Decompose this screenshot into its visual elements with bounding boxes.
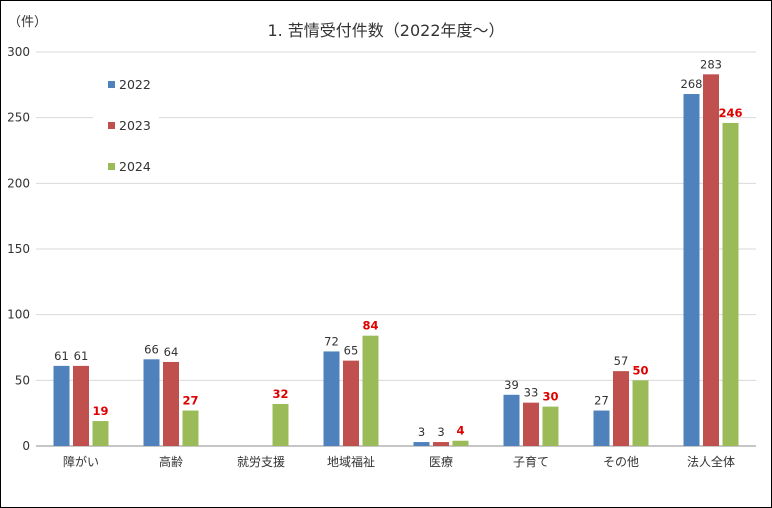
bar-2023 — [523, 402, 539, 446]
bar-2024 — [632, 380, 649, 446]
legend-label-2023: 2023 — [119, 118, 151, 133]
legend-swatch-2024 — [108, 163, 115, 170]
x-category-label: 法人全体 — [687, 454, 735, 469]
bar-2024 — [182, 410, 199, 446]
data-label-2022: 72 — [324, 334, 339, 348]
bar-2023 — [613, 371, 629, 446]
x-category-label: 地域福祉 — [327, 454, 375, 469]
x-category-label: 就労支援 — [237, 455, 285, 469]
bar-2023 — [703, 74, 719, 447]
legend-label-2022: 2022 — [119, 77, 151, 92]
data-label-2023: 61 — [74, 349, 89, 363]
bar-2023 — [73, 365, 89, 446]
bar-2022 — [503, 394, 520, 446]
x-category-label: 高齢 — [159, 454, 183, 469]
x-category-label: その他 — [603, 455, 639, 469]
chart-title: 1. 苦情受付件数（2022年度～） — [267, 21, 504, 40]
x-category-label: 障がい — [63, 454, 99, 469]
bar-2022 — [593, 410, 610, 446]
bar-2022 — [683, 94, 700, 446]
bar-2024 — [722, 122, 739, 447]
bar-2024 — [542, 406, 559, 446]
y-tick-label-150: 150 — [7, 242, 30, 256]
legend-label-2024: 2024 — [119, 159, 151, 174]
bar-2023 — [163, 361, 179, 446]
data-label-2023: 57 — [614, 354, 629, 368]
data-label-2024: 84 — [362, 319, 378, 333]
data-label-2023: 33 — [524, 386, 539, 400]
bar-2022 — [143, 359, 160, 446]
data-label-2024: 32 — [272, 387, 288, 401]
legend-box — [93, 68, 159, 182]
bar-2022 — [413, 442, 430, 446]
data-label-2022: 66 — [144, 342, 159, 356]
y-tick-label-0: 0 — [22, 439, 30, 453]
data-label-2023: 283 — [700, 57, 722, 71]
legend-swatch-2023 — [108, 122, 115, 129]
data-label-2024: 27 — [182, 394, 198, 408]
data-label-2023: 64 — [164, 345, 179, 359]
y-tick-label-50: 50 — [15, 373, 30, 387]
data-label-2022: 3 — [418, 425, 425, 439]
data-label-2022: 61 — [54, 349, 69, 363]
data-label-2022: 27 — [594, 394, 609, 408]
data-label-2022: 268 — [681, 77, 703, 91]
bar-2024 — [92, 421, 109, 446]
bar-2024 — [362, 335, 379, 446]
legend-swatch-2022 — [108, 81, 115, 88]
data-label-2023: 65 — [344, 344, 359, 358]
data-label-2024: 19 — [92, 404, 108, 418]
x-category-label: 医療 — [429, 455, 453, 469]
data-label-2024: 30 — [542, 390, 558, 404]
data-label-2023: 3 — [437, 425, 444, 439]
data-label-2024: 4 — [456, 424, 464, 438]
y-tick-label-300: 300 — [7, 45, 30, 59]
y-axis-unit-label: （件） — [8, 15, 47, 30]
y-tick-label-200: 200 — [7, 176, 30, 190]
bar-2022 — [323, 351, 340, 446]
bar-2024 — [272, 403, 289, 446]
data-label-2024: 246 — [718, 106, 742, 120]
x-category-label: 子育て — [513, 454, 549, 469]
bar-2023 — [343, 360, 359, 446]
data-label-2022: 39 — [504, 378, 519, 392]
bar-2024 — [452, 440, 469, 446]
bar-2023 — [433, 442, 449, 446]
data-label-2024: 50 — [632, 363, 648, 377]
y-tick-label-250: 250 — [7, 111, 30, 125]
bar-2022 — [53, 365, 70, 446]
y-tick-label-100: 100 — [7, 308, 30, 322]
